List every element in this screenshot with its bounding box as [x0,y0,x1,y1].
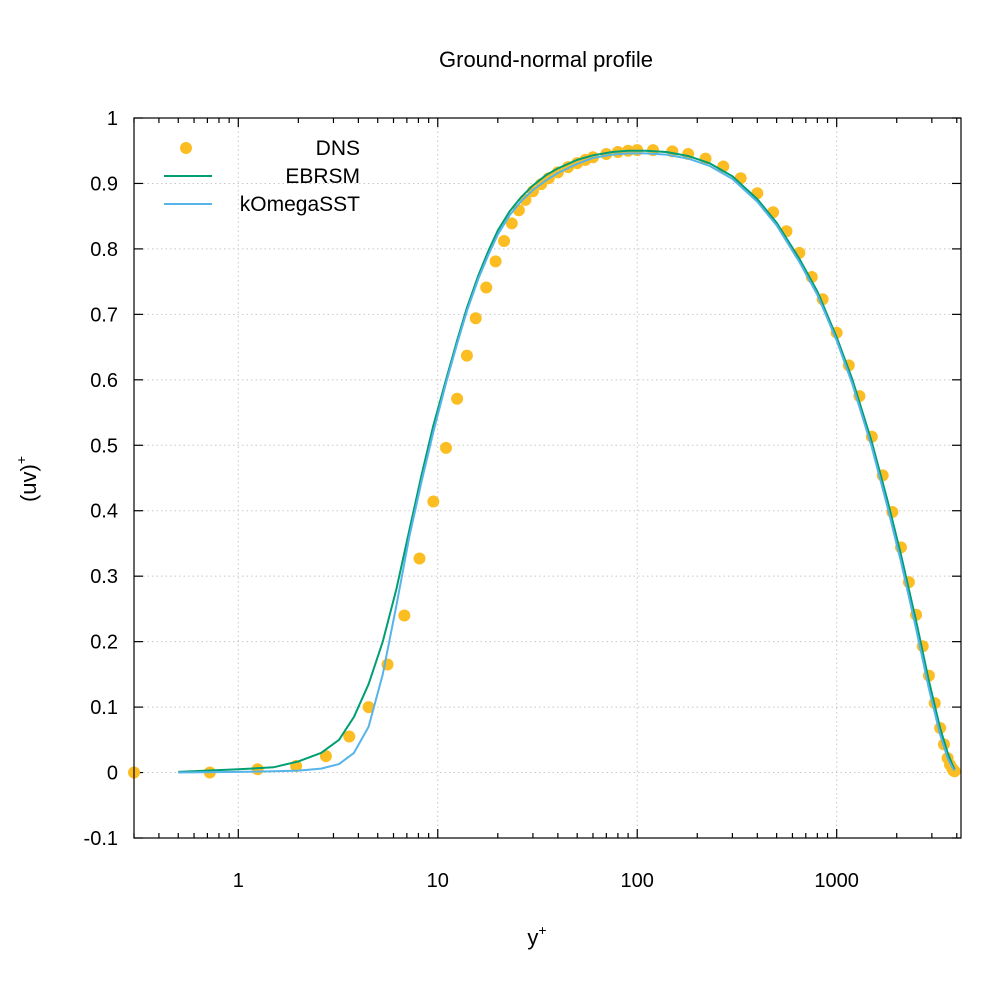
legend: DNS EBRSM kOmegaSST [164,137,360,216]
dns-point [398,609,411,622]
dns-point [451,392,464,405]
x-tick-label: 100 [621,870,654,892]
legend-entry-ebrsm: EBRSM [164,165,360,188]
series-line-komegasst [178,152,956,774]
y-tick-label: 0.2 [90,632,118,654]
y-axis-label: (uv)+ [13,456,41,502]
dns-point [440,441,453,454]
dns-point [480,281,493,294]
dns-point [948,765,961,778]
legend-label-ebrsm: EBRSM [285,165,360,188]
y-tick-label: 0.7 [90,304,118,326]
y-tick-label: 0.1 [90,697,118,719]
dns-point [413,552,426,565]
plot-frame [133,117,962,839]
y-tick-label: -0.1 [84,828,118,850]
y-tick-label: 0.6 [90,370,118,392]
x-tick-label: 10 [427,870,449,892]
legend-entry-dns: DNS [180,137,360,160]
y-axis-label-superscript: + [13,456,29,464]
y-tick-label: 0.4 [90,501,118,523]
y-tick-label: 0 [107,763,118,785]
x-tick-label: 1000 [814,870,859,892]
dns-point [362,701,375,714]
series-layer [128,144,961,779]
y-tick-label: 0.5 [90,435,118,457]
dns-point [319,750,332,763]
x-axis-label: y+ [527,922,546,950]
dns-point [469,312,482,325]
y-tick-label: 1 [107,108,118,130]
x-axis-label-text: y [527,925,538,950]
tick-labels: -0.1 0 0.1 0.2 0.3 0.4 0.5 0.6 0.7 0.8 0.9 1 1 10 100 1… [84,108,859,892]
x-tick-label: 1 [233,870,244,892]
y-axis-label-text: (uv) [16,464,41,502]
y-tick-label: 0.9 [90,173,118,195]
dns-point [505,217,518,230]
dns-point [427,495,440,508]
series-ebrsm [178,149,956,773]
legend-label-komegasst: kOmegaSST [240,193,360,216]
series-line-ebrsm [178,149,956,773]
y-tick-label: 0.3 [90,566,118,588]
legend-label-dns: DNS [316,137,360,160]
dns-point [343,730,356,743]
legend-entry-komegasst: kOmegaSST [164,193,360,216]
x-axis-label-superscript: + [538,922,546,938]
dns-point [498,235,511,248]
series-komegasst [178,152,956,774]
chart-title: Ground-normal profile [439,47,653,72]
dns-point [489,255,502,268]
legend-marker-dns [180,142,192,154]
y-tick-label: 0.8 [90,239,118,261]
dns-point [460,349,473,362]
